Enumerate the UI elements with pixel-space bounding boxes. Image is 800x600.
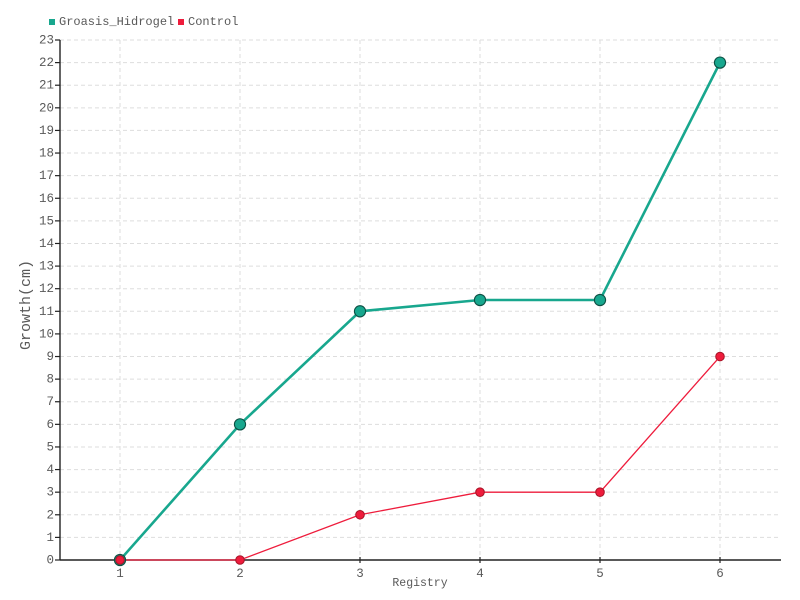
svg-text:7: 7 [46, 395, 54, 409]
svg-text:2: 2 [236, 567, 244, 581]
svg-text:8: 8 [46, 373, 54, 387]
svg-text:3: 3 [46, 486, 54, 500]
svg-text:15: 15 [39, 214, 54, 228]
svg-text:4: 4 [46, 463, 54, 477]
svg-text:13: 13 [39, 260, 54, 274]
svg-text:23: 23 [39, 34, 54, 48]
svg-text:Control: Control [188, 15, 238, 29]
svg-text:1: 1 [116, 567, 124, 581]
svg-text:21: 21 [39, 79, 54, 93]
svg-text:0: 0 [46, 554, 54, 568]
svg-text:1: 1 [46, 531, 54, 545]
svg-text:4: 4 [476, 567, 484, 581]
svg-text:20: 20 [39, 101, 54, 115]
svg-text:6: 6 [46, 418, 54, 432]
svg-text:14: 14 [39, 237, 54, 251]
svg-text:22: 22 [39, 56, 54, 70]
svg-text:6: 6 [716, 567, 724, 581]
svg-text:Registry: Registry [392, 577, 447, 590]
svg-text:Growth(cm): Growth(cm) [18, 260, 35, 350]
svg-text:10: 10 [39, 327, 54, 341]
svg-text:3: 3 [356, 567, 364, 581]
svg-text:19: 19 [39, 124, 54, 138]
svg-text:12: 12 [39, 282, 54, 296]
svg-text:17: 17 [39, 169, 54, 183]
svg-text:11: 11 [39, 305, 54, 319]
svg-text:9: 9 [46, 350, 54, 364]
svg-text:Groasis_Hidrogel: Groasis_Hidrogel [59, 15, 174, 29]
svg-text:5: 5 [46, 440, 54, 454]
svg-text:5: 5 [596, 567, 604, 581]
svg-text:18: 18 [39, 147, 54, 161]
svg-text:16: 16 [39, 192, 54, 206]
svg-text:2: 2 [46, 508, 54, 522]
